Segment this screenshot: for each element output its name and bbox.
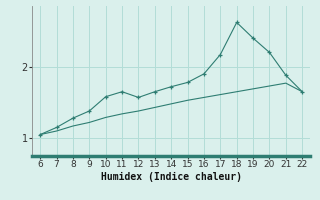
X-axis label: Humidex (Indice chaleur): Humidex (Indice chaleur): [101, 172, 242, 182]
